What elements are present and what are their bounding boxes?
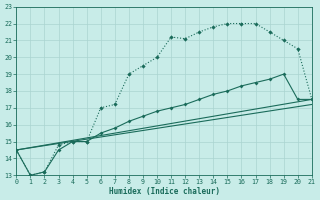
X-axis label: Humidex (Indice chaleur): Humidex (Indice chaleur) bbox=[108, 187, 220, 196]
